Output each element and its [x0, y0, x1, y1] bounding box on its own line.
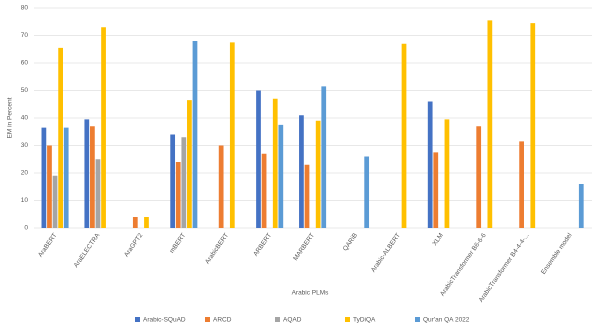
legend-label: ARCD [213, 317, 232, 324]
legend-swatch [345, 317, 350, 322]
bar [229, 42, 235, 228]
y-tick-label: 80 [21, 5, 29, 12]
x-tick-label: Ensemble model [540, 232, 574, 276]
x-tick-label: ArabicBERT [204, 232, 230, 265]
legend-label: Arabic-SQuAD [143, 317, 186, 324]
bar [218, 145, 224, 228]
legend-label: TyDiQA [353, 317, 376, 324]
bar [58, 47, 63, 228]
bar [181, 137, 187, 228]
bar [132, 217, 138, 228]
bar [427, 101, 433, 228]
bar [84, 119, 90, 228]
bar [476, 126, 482, 228]
bar [90, 126, 95, 228]
bar [175, 162, 181, 228]
bar [261, 153, 267, 228]
x-tick-label: QARiB [342, 232, 359, 252]
bar [101, 27, 106, 228]
y-axis-label: EM in Percent [7, 97, 14, 138]
x-tick-label: AraBERT [37, 232, 58, 258]
bar [519, 141, 524, 228]
y-tick-label: 30 [21, 142, 29, 149]
bar [170, 134, 176, 228]
x-tick-label: AraELECTRA [73, 232, 102, 269]
bar [578, 184, 584, 228]
y-tick-label: 10 [21, 197, 29, 204]
bar [144, 217, 149, 228]
x-tick-label: Arabic-ALBERT [370, 232, 402, 274]
bar [487, 20, 493, 228]
y-tick-label: 0 [24, 225, 28, 232]
bar [530, 23, 536, 228]
x-tick-label: mBERT [169, 232, 188, 255]
x-tick-label: ArabicTransformer B6-6-6 [439, 232, 488, 298]
bar [187, 100, 192, 228]
x-tick-label: ARBERT [252, 232, 273, 258]
y-tick-label: 40 [21, 115, 29, 122]
x-tick-label: XLM [431, 232, 444, 247]
legend-swatch [205, 317, 210, 322]
bar [401, 43, 407, 228]
x-axis-label: Arabic PLMs [292, 290, 330, 297]
x-tick-label: ArabicTransformer B4-4-4-... [478, 232, 531, 304]
bar [47, 145, 52, 228]
bar [444, 119, 450, 228]
x-tick-label: MARBERT [292, 232, 316, 262]
bar [63, 127, 69, 228]
y-tick-label: 50 [21, 87, 29, 94]
y-tick-label: 60 [21, 60, 29, 67]
bar [278, 124, 284, 228]
legend-swatch [415, 317, 420, 322]
y-tick-label: 70 [21, 32, 29, 39]
legend-label: Qur'an QA 2022 [423, 317, 470, 324]
legend-swatch [135, 317, 140, 322]
bar [315, 120, 321, 228]
bar [364, 156, 370, 228]
legend-label: AQAD [283, 317, 302, 324]
bar [52, 175, 58, 228]
bar [304, 164, 310, 228]
x-tick-label: AraGPT2 [123, 232, 144, 259]
bar [299, 115, 304, 228]
bar [256, 90, 261, 228]
bar [272, 98, 278, 228]
bar [321, 86, 327, 228]
bar [41, 127, 47, 228]
y-tick-label: 20 [21, 170, 29, 177]
bar [433, 152, 439, 228]
bar [95, 159, 101, 228]
bar [192, 41, 198, 228]
legend-swatch [275, 317, 280, 322]
